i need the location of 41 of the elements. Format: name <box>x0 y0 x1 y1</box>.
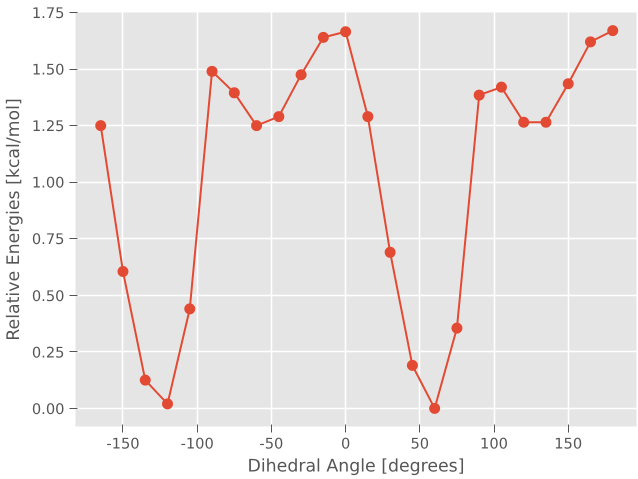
y-tick-label: 1.00 <box>32 174 65 192</box>
x-tick-label: -150 <box>106 436 140 452</box>
point <box>117 266 128 278</box>
point <box>429 402 440 414</box>
y-axis-title: Relative Energies [kcal/mol] <box>4 98 24 341</box>
y-tick-label: 0.00 <box>32 400 65 418</box>
point <box>518 116 530 128</box>
point <box>607 25 618 36</box>
y-tick-label: 1.25 <box>32 118 65 136</box>
y-tick-label: 1.75 <box>32 5 65 22</box>
point <box>496 82 507 93</box>
point <box>273 111 284 122</box>
point <box>451 322 462 334</box>
x-tick-label: -100 <box>180 436 214 452</box>
point <box>562 78 574 90</box>
x-axis-title: Dihedral Angle [degrees] <box>248 456 464 476</box>
point <box>296 69 307 80</box>
x-tick-label: -50 <box>259 436 284 452</box>
point <box>162 398 174 410</box>
y-tick-label: 0.25 <box>32 344 65 362</box>
y-tick-label: 0.50 <box>32 288 65 305</box>
point <box>228 87 240 98</box>
point <box>362 111 374 122</box>
point <box>340 26 352 38</box>
x-tick-label: 0 <box>340 436 350 452</box>
x-tick-label: 100 <box>480 436 508 452</box>
point <box>251 120 262 132</box>
y-tick-label: 1.50 <box>32 62 65 79</box>
point <box>406 360 418 371</box>
x-tick-label: 150 <box>554 436 582 452</box>
point <box>540 116 552 128</box>
point <box>474 90 485 101</box>
point <box>384 246 396 258</box>
point <box>184 303 196 314</box>
x-tick-label: 50 <box>410 436 430 452</box>
point <box>318 32 329 43</box>
point <box>584 36 596 48</box>
point <box>95 120 106 132</box>
point <box>140 374 151 386</box>
y-tick-label: 0.75 <box>32 231 65 248</box>
point <box>206 66 218 77</box>
